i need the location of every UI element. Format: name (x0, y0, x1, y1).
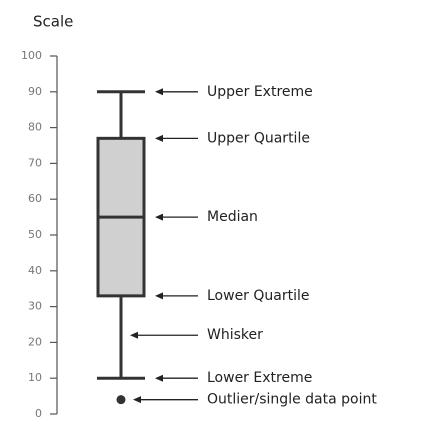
arrow-head (130, 331, 138, 339)
annotation: Upper Extreme (207, 84, 313, 100)
outlier (116, 395, 126, 405)
arrow-head (155, 213, 163, 221)
arrow-head (155, 88, 163, 96)
annotation: Median (207, 209, 258, 225)
annotation: Whisker (207, 327, 263, 343)
y-tick-label: 70 (28, 156, 42, 169)
y-tick-label: 30 (28, 300, 42, 313)
annotation: Upper Quartile (207, 130, 310, 146)
y-tick-label: 50 (28, 228, 42, 241)
y-tick-label: 100 (21, 49, 42, 62)
annotation: Lower Quartile (207, 288, 310, 304)
annotation: Lower Extreme (207, 370, 312, 386)
y-tick-label: 10 (28, 371, 42, 384)
arrow-head (155, 374, 163, 382)
y-tick-label: 20 (28, 335, 42, 348)
arrow-head (155, 292, 163, 300)
annotation: Outlier/single data point (207, 392, 377, 408)
arrow-head (155, 134, 163, 142)
y-tick-label: 40 (28, 264, 42, 277)
y-tick-label: 0 (35, 407, 42, 420)
y-tick-label: 80 (28, 121, 42, 134)
axis-title: Scale (33, 13, 73, 31)
y-tick-label: 90 (28, 85, 42, 98)
arrow-head (133, 396, 141, 404)
y-tick-label: 60 (28, 192, 42, 205)
